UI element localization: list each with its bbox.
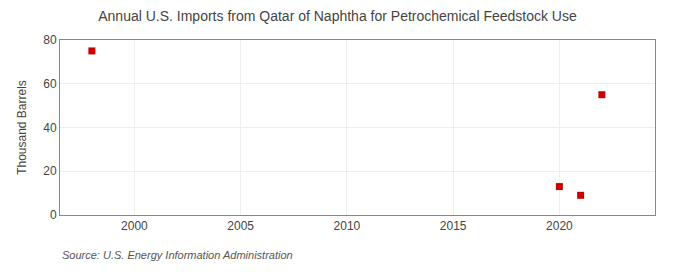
svg-text:2015: 2015 xyxy=(440,219,467,233)
svg-text:60: 60 xyxy=(43,77,57,91)
svg-text:80: 80 xyxy=(43,33,57,47)
svg-text:40: 40 xyxy=(43,121,57,135)
svg-text:2000: 2000 xyxy=(121,219,148,233)
svg-text:0: 0 xyxy=(50,208,57,222)
svg-text:Thousand Barrels: Thousand Barrels xyxy=(15,80,29,175)
svg-text:Annual U.S. Imports from Qatar: Annual U.S. Imports from Qatar of Naphth… xyxy=(98,8,577,24)
svg-text:Source: U.S. Energy Informatio: Source: U.S. Energy Information Administ… xyxy=(62,249,293,261)
svg-text:2005: 2005 xyxy=(227,219,254,233)
svg-text:2010: 2010 xyxy=(334,219,361,233)
svg-text:20: 20 xyxy=(43,164,57,178)
svg-text:2020: 2020 xyxy=(546,219,573,233)
